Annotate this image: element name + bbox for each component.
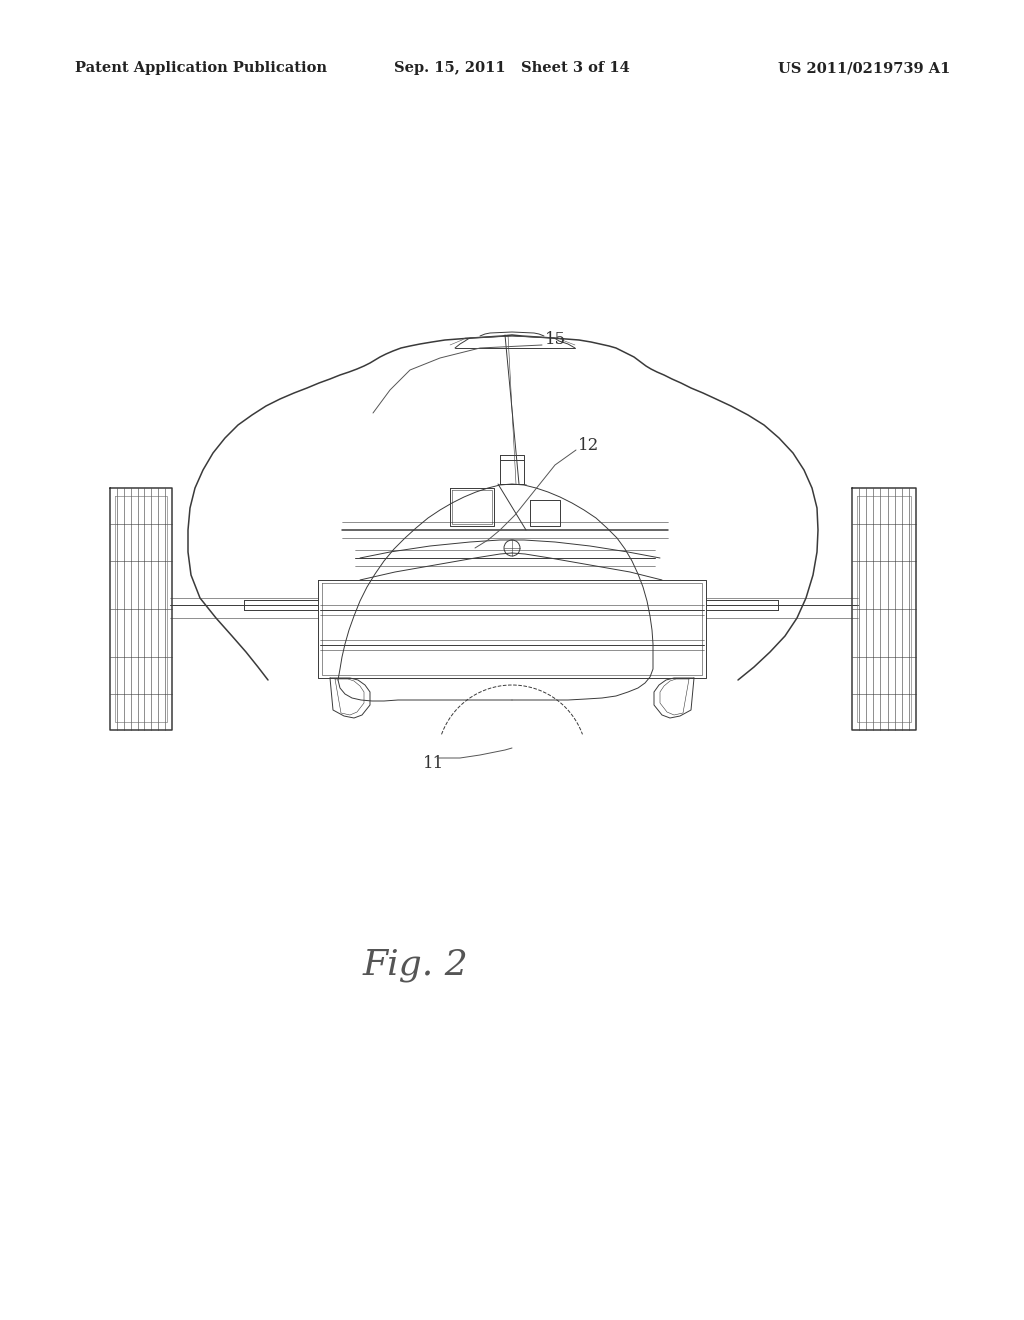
Text: 12: 12 xyxy=(578,437,599,454)
Text: US 2011/0219739 A1: US 2011/0219739 A1 xyxy=(777,61,950,75)
Text: Fig. 2: Fig. 2 xyxy=(362,948,468,982)
Text: 11: 11 xyxy=(423,755,444,771)
Text: Sep. 15, 2011   Sheet 3 of 14: Sep. 15, 2011 Sheet 3 of 14 xyxy=(394,61,630,75)
Text: Patent Application Publication: Patent Application Publication xyxy=(75,61,327,75)
Text: 15: 15 xyxy=(545,331,566,348)
